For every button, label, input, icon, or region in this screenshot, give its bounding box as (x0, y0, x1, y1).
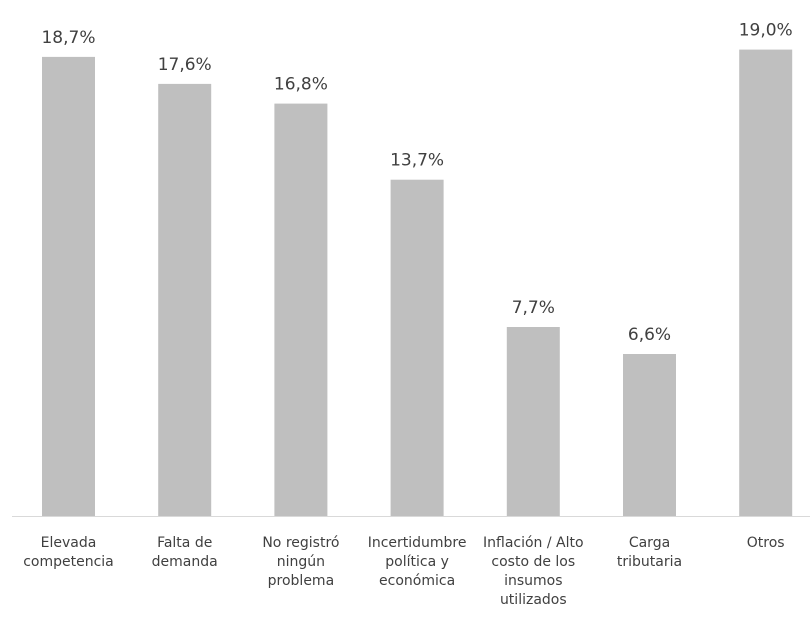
category-label-line: política y (385, 554, 449, 570)
category-label-line: Incertidumbre (368, 535, 467, 551)
category-label-line: Carga (629, 535, 670, 551)
category-label-line: tributaria (617, 554, 682, 570)
data-label-7: 19,0% (739, 21, 793, 41)
category-label-7: Otros (747, 535, 785, 551)
bar-1 (42, 56, 95, 517)
data-label-2: 17,6% (158, 55, 212, 75)
category-label-line: económica (379, 573, 455, 589)
category-labels-layer: Elevada competencia Falta de demanda No regi… (23, 535, 784, 608)
data-label-3: 16,8% (274, 75, 328, 95)
data-label-6: 6,6% (628, 325, 671, 345)
category-label-5: Inflación / Alto costo de los insumos utili… (483, 535, 584, 608)
category-label-1: Elevada competencia (23, 535, 114, 570)
category-label-3: No registró ningún problema (262, 535, 339, 589)
data-labels-layer: 18,7% 17,6% 16,8% 13,7% 7,7% 6,6% 19,0% (41, 21, 792, 345)
category-label-line: problema (268, 573, 335, 589)
bar-3 (274, 103, 328, 516)
category-label-line: insumos (504, 573, 562, 589)
bar-4 (390, 179, 444, 516)
category-label-line: Otros (747, 535, 785, 551)
category-label-line: demanda (152, 554, 218, 570)
category-label-line: No registró (262, 535, 339, 551)
bar-5 (506, 327, 560, 516)
category-label-line: Elevada (41, 535, 97, 551)
category-label-2: Falta de demanda (152, 535, 218, 570)
category-label-line: Falta de (157, 535, 212, 551)
category-label-line: ningún (277, 554, 325, 570)
category-label-line: competencia (23, 554, 114, 570)
category-label-line: utilizados (500, 592, 567, 608)
data-label-5: 7,7% (512, 298, 555, 318)
bar-7 (739, 49, 793, 516)
category-label-line: Inflación / Alto (483, 535, 584, 551)
bar-6 (623, 354, 676, 516)
bars-layer (42, 49, 793, 517)
category-label-line: costo de los (491, 554, 575, 570)
data-label-4: 13,7% (390, 151, 444, 171)
bar-2 (158, 83, 212, 517)
category-label-6: Carga tributaria (617, 535, 682, 570)
data-label-1: 18,7% (41, 28, 95, 48)
category-label-4: Incertidumbre política y económica (368, 535, 467, 589)
